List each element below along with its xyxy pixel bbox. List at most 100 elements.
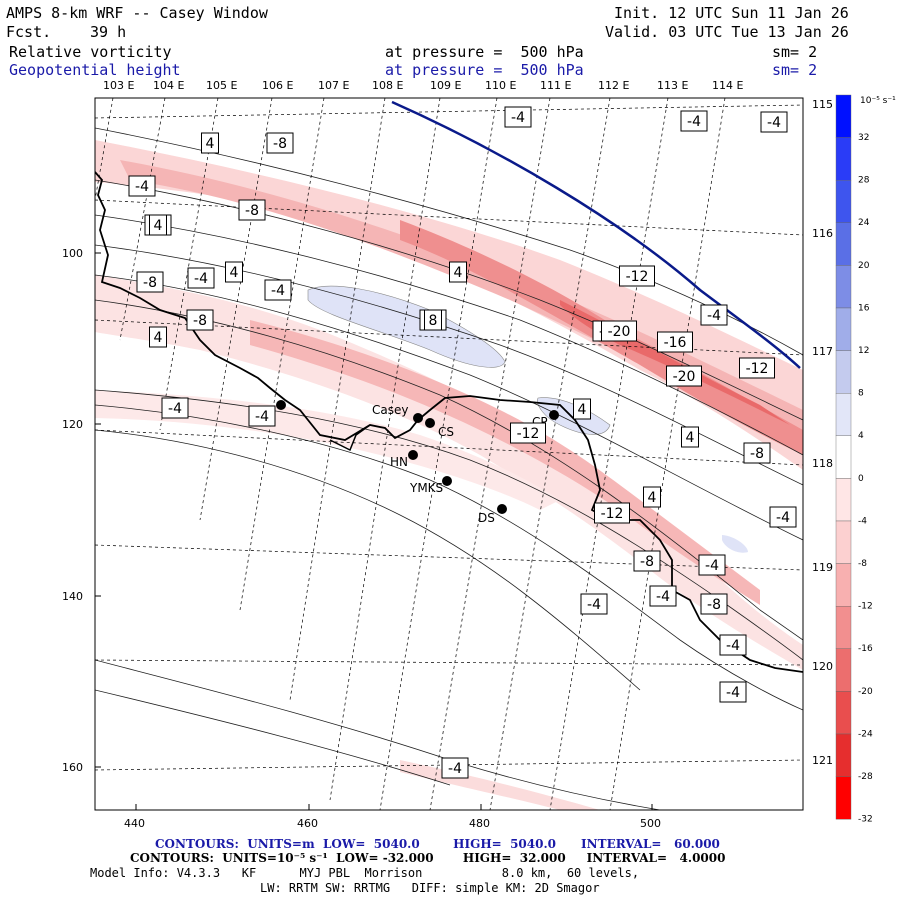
contour-label-box xyxy=(136,271,164,293)
contour-label: -4 xyxy=(705,558,719,574)
colorbar-segment xyxy=(835,691,852,735)
field2-pressure: at pressure = 500 hPa xyxy=(385,61,584,79)
contour-label-box xyxy=(449,261,467,283)
field2-name: Geopotential height xyxy=(9,61,181,79)
forecast-hour: 39 h xyxy=(90,23,127,41)
contour-label: -4 xyxy=(271,283,285,299)
colorbar-segment xyxy=(835,307,852,351)
contour-label: -4 xyxy=(767,115,781,131)
colorbar-segment xyxy=(835,265,852,309)
model-info: Model Info: V4.3.3 KF MYJ PBL Morrison 8… xyxy=(90,866,640,880)
colorbar-segment xyxy=(835,350,852,394)
contour-label-box xyxy=(580,593,608,615)
longitude-label: 117 E xyxy=(812,345,843,358)
y-tick-label: 120 xyxy=(62,418,83,431)
colorbar-segment xyxy=(835,94,852,138)
contour-label-box xyxy=(504,106,532,128)
contour-label: -12 xyxy=(746,361,769,377)
forecast-label: Fcst. xyxy=(6,23,52,41)
contour-label: -4 xyxy=(168,401,182,417)
contour-label: -4 xyxy=(776,510,790,526)
colorbar-label: 20 xyxy=(858,261,870,271)
colorbar-segment xyxy=(835,733,852,777)
colorbar-label: -24 xyxy=(858,729,873,739)
contour-label-box xyxy=(594,502,630,524)
contour-label-box xyxy=(619,265,655,287)
station-dot xyxy=(408,450,418,460)
station-dot xyxy=(549,410,559,420)
contour-label-box xyxy=(187,267,215,289)
contour-label: -4 xyxy=(656,589,670,605)
station-label: DS xyxy=(478,511,495,525)
longitude-label: 108 E xyxy=(372,79,403,92)
longitude-label: 104 E xyxy=(153,79,184,92)
longitude-label: 118 E xyxy=(812,457,843,470)
longitude-label: 120 E xyxy=(812,660,843,673)
contour-label-box xyxy=(201,132,219,154)
longitude-label: 110 E xyxy=(485,79,516,92)
contour-label: 4 xyxy=(454,265,463,281)
contour-label-box xyxy=(424,309,442,331)
contour-label: -8 xyxy=(273,136,287,152)
longitude-label: 111 E xyxy=(540,79,571,92)
init-time: Init. 12 UTC Sun 11 Jan 26 xyxy=(614,4,849,22)
contour-label-box xyxy=(510,422,546,444)
contour-label-box xyxy=(633,550,661,572)
contour-label: 4 xyxy=(578,402,587,418)
contour-label-box xyxy=(128,175,156,197)
colorbar-label: -28 xyxy=(858,772,873,782)
station-dot xyxy=(425,418,435,428)
x-tick-label: 440 xyxy=(124,817,145,830)
longitude-label: 103 E xyxy=(103,79,134,92)
colorbar-label: -12 xyxy=(858,602,873,612)
contour-label: -4 xyxy=(707,308,721,324)
contour-label-box xyxy=(161,397,189,419)
contour-label: -4 xyxy=(135,179,149,195)
y-tick-label: 140 xyxy=(62,590,83,603)
contour-label: -4 xyxy=(448,761,462,777)
field1-name: Relative vorticity xyxy=(9,43,172,61)
colorbar-segment xyxy=(835,648,852,692)
contour-label: -8 xyxy=(245,203,259,219)
contour-label: -8 xyxy=(143,275,157,291)
physics-info: LW: RRTM SW: RRTMG DIFF: simple KM: 2D S… xyxy=(260,881,600,895)
longitude-label: 107 E xyxy=(318,79,349,92)
contour-label-box xyxy=(601,320,637,342)
colorbar-label: 16 xyxy=(858,303,870,313)
contour-label: 4 xyxy=(206,136,215,152)
longitude-label: 114 E xyxy=(712,79,743,92)
field1-smoothing: sm= 2 xyxy=(772,43,818,61)
y-tick-label: 160 xyxy=(62,761,83,774)
contour-label: -12 xyxy=(601,506,624,522)
contour-label-box xyxy=(264,279,292,301)
station-dot xyxy=(442,476,452,486)
station-label: HN xyxy=(390,455,408,469)
longitude-label: 121 E xyxy=(812,754,843,767)
contour-label-box xyxy=(680,110,708,132)
colorbar-segment xyxy=(835,222,852,266)
colorbar-label: 12 xyxy=(858,346,869,356)
colorbar-unit: 10⁻⁵ s⁻¹ xyxy=(860,96,896,106)
contour-label-box xyxy=(248,405,276,427)
contour-label-box xyxy=(719,681,747,703)
colorbar-label: -8 xyxy=(858,559,867,569)
longitude-label: 116 E xyxy=(812,227,843,240)
colorbar-segment xyxy=(835,393,852,437)
longitude-label: 115 E xyxy=(812,98,843,111)
colorbar-segment xyxy=(835,563,852,607)
field1-pressure: at pressure = 500 hPa xyxy=(385,43,584,61)
contour-label: -20 xyxy=(673,369,696,385)
contour-label-box xyxy=(760,111,788,133)
colorbar-label: 28 xyxy=(858,176,870,186)
contour-label: 8 xyxy=(429,313,438,329)
colorbar-label: 0 xyxy=(858,474,864,484)
colorbar-segment xyxy=(835,435,852,479)
contour-label-box xyxy=(681,426,699,448)
contour-label-box xyxy=(769,506,797,528)
contour-label-box xyxy=(698,554,726,576)
contour-label-box xyxy=(739,357,775,379)
colorbar-label: -20 xyxy=(858,687,873,697)
x-tick-label: 480 xyxy=(469,817,490,830)
contour-label-box xyxy=(149,326,167,348)
contour-label: -12 xyxy=(517,426,540,442)
